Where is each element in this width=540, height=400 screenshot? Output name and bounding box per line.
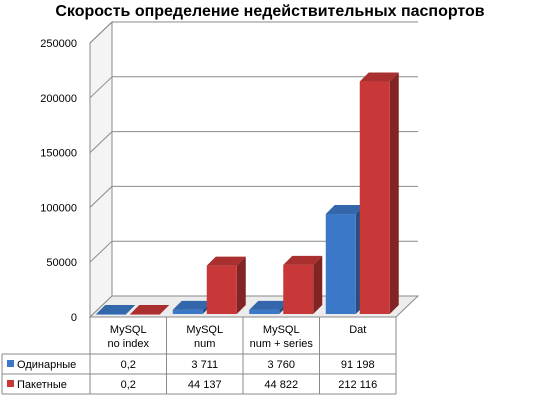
category-label: MySQL	[186, 324, 223, 336]
data-label: 91 198	[341, 359, 375, 371]
bar	[206, 265, 237, 314]
data-label: 44 137	[188, 379, 222, 391]
bar	[96, 313, 127, 315]
gridline-side	[89, 21, 113, 44]
data-label: 44 822	[264, 379, 298, 391]
legend-key	[7, 360, 14, 367]
bar-side	[389, 72, 399, 314]
bar	[172, 309, 203, 314]
gridline-side	[89, 240, 113, 263]
data-label: 3 760	[267, 359, 295, 371]
bar-side	[236, 256, 246, 314]
y-tick-label: 100000	[40, 202, 77, 214]
bar-top	[172, 300, 212, 310]
legend-key	[7, 380, 14, 387]
side-wall	[89, 20, 113, 319]
y-tick-label: 250000	[40, 38, 77, 50]
bar	[130, 313, 161, 315]
bar-top	[325, 205, 365, 215]
data-label: 0,2	[121, 359, 136, 371]
category-label: Dat	[349, 324, 366, 336]
category-label: no index	[107, 338, 149, 350]
legend-label: Пакетные	[17, 379, 67, 391]
bar	[325, 214, 356, 314]
y-tick-label: 0	[71, 312, 77, 324]
bar-top	[206, 256, 246, 266]
bar	[283, 264, 314, 314]
category-label: num + series	[250, 338, 314, 350]
gridline-side	[89, 186, 113, 208]
bar-top	[283, 255, 323, 265]
bar-side	[313, 255, 323, 314]
bar	[359, 81, 390, 314]
category-label: MySQL	[110, 324, 147, 336]
bar-top	[249, 300, 289, 310]
bar-side	[126, 304, 136, 314]
bar-top	[130, 304, 170, 314]
y-tick-label: 200000	[40, 93, 77, 105]
bar-side	[160, 304, 170, 314]
bar-top	[96, 304, 136, 314]
y-tick-label: 50000	[46, 257, 77, 269]
gridline-side	[89, 131, 113, 153]
data-label: 3 711	[191, 359, 218, 371]
category-label: num	[194, 338, 215, 350]
data-label: 0,2	[121, 379, 136, 391]
chart-title: Скорость определение недействительных па…	[55, 3, 485, 20]
legend-label: Одинарные	[17, 359, 76, 371]
category-label: MySQL	[263, 324, 300, 336]
bar-top	[359, 72, 399, 82]
data-label: 212 116	[338, 379, 377, 391]
gridline-side	[89, 76, 113, 99]
bar	[249, 309, 280, 314]
y-tick-label: 150000	[40, 148, 77, 160]
